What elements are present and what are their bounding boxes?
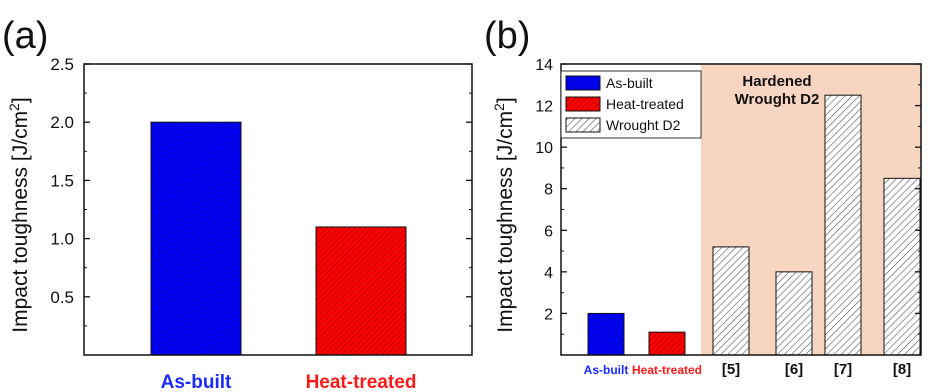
y-tick-label-a: 0.5 [50,288,74,307]
bar-b-7 [824,94,862,356]
y-tick-label-a: 1.5 [50,171,74,190]
category-label-a-as-built: As-built [161,372,232,392]
bar-b-as-built [587,312,625,356]
bar-b-heat-treated [648,331,686,356]
bar-a-as-built [150,121,242,356]
category-label-b-7: [7] [834,361,852,378]
bar-a-heat-treated [315,226,407,356]
hardened-annotation-line1: Hardened [742,73,811,90]
panel-label-b: (b) [484,15,530,57]
bar-b-6 [775,271,813,356]
category-label-b-6: [6] [785,361,803,378]
y-tick-label-b: 8 [544,182,553,199]
legend: As-built Heat-treated Wrought D2 [560,70,702,139]
panel-a-ylabel: Impact toughness [J/cm2] [6,97,32,332]
bar-b-8 [883,177,921,356]
y-tick-label-b: 14 [535,57,553,74]
bar-b-5 [712,246,750,356]
panel-b-chart: Hardened Wrought D2 Impact toughness [J/… [491,57,922,378]
legend-label-as-built: As-built [606,75,653,91]
y-tick-label-b: 2 [544,306,553,323]
category-label-b-heat-treated: Heat-treated [632,363,702,377]
legend-label-heat-treated: Heat-treated [606,96,684,112]
y-tick-label-b: 10 [535,140,553,157]
legend-swatch-wrought-d2 [565,117,601,133]
legend-swatch-heat-treated [565,96,601,112]
category-label-b-8: [8] [893,361,911,378]
y-tick-label-b: 12 [535,99,553,116]
y-tick-label-a: 1.0 [50,230,74,249]
category-label-b-5: [5] [722,361,740,378]
category-label-b-as-built: As-built [584,363,629,377]
panel-b-ylabel: Impact toughness [J/cm2] [491,97,517,332]
y-tick-label-b: 4 [544,265,553,282]
hardened-annotation-line2: Wrought D2 [735,91,820,108]
panel-a-chart: Impact toughness [J/cm2] 0.5 1.0 1.5 2.0 2.5… [6,55,473,392]
legend-swatch-as-built [565,75,601,91]
y-tick-label-b: 6 [544,223,553,240]
legend-label-wrought-d2: Wrought D2 [606,117,681,133]
y-tick-label-a: 2.5 [50,55,74,74]
category-label-a-heat-treated: Heat-treated [306,372,417,392]
y-tick-label-a: 2.0 [50,113,74,132]
plot-frame-a [83,63,473,356]
panel-label-a: (a) [2,15,48,57]
